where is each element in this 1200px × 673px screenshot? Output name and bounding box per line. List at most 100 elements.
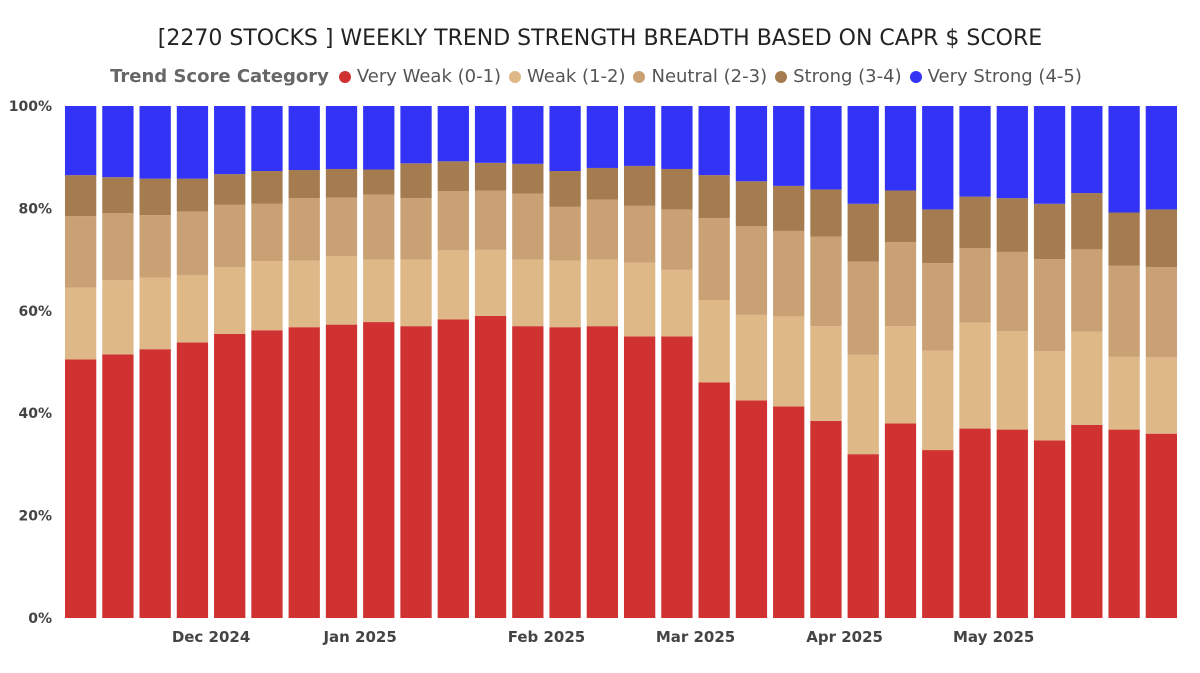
bar-segment-strong-3-4-15[interactable] xyxy=(623,165,656,206)
bar-segment-very-strong-4-5-5[interactable] xyxy=(251,106,283,172)
bar-segment-weak-1-2-0[interactable] xyxy=(64,287,97,360)
bar-segment-weak-1-2-17[interactable] xyxy=(698,300,730,383)
bar-segment-strong-3-4-9[interactable] xyxy=(400,163,432,199)
bar-segment-weak-1-2-5[interactable] xyxy=(251,261,283,331)
bar-segment-neutral-2-3-7[interactable] xyxy=(325,197,358,257)
bar-segment-neutral-2-3-2[interactable] xyxy=(139,215,171,278)
bar-segment-weak-1-2-11[interactable] xyxy=(474,249,507,316)
bar-segment-very-weak-0-1-4[interactable] xyxy=(214,333,246,618)
bar-segment-very-strong-4-5-26[interactable] xyxy=(1033,106,1066,204)
bar-segment-strong-3-4-19[interactable] xyxy=(773,185,805,231)
bar-segment-strong-3-4-29[interactable] xyxy=(1145,209,1178,268)
bar-segment-very-strong-4-5-28[interactable] xyxy=(1108,106,1140,213)
bar-segment-neutral-2-3-5[interactable] xyxy=(251,203,283,262)
bar-segment-strong-3-4-3[interactable] xyxy=(176,178,209,212)
bar-segment-strong-3-4-25[interactable] xyxy=(996,198,1028,252)
bar-segment-very-strong-4-5-21[interactable] xyxy=(847,106,879,204)
bar-segment-strong-3-4-2[interactable] xyxy=(139,178,171,216)
bar-segment-neutral-2-3-26[interactable] xyxy=(1033,259,1066,352)
bar-segment-strong-3-4-17[interactable] xyxy=(698,175,730,219)
bar-segment-very-weak-0-1-11[interactable] xyxy=(474,315,507,618)
bar-segment-very-weak-0-1-21[interactable] xyxy=(847,454,879,618)
bar-segment-neutral-2-3-11[interactable] xyxy=(474,190,507,250)
bar-segment-very-weak-0-1-25[interactable] xyxy=(996,429,1028,618)
legend-item-very-strong[interactable]: Very Strong (4-5) xyxy=(909,66,1082,87)
bar-segment-neutral-2-3-23[interactable] xyxy=(922,263,954,351)
bar-segment-very-weak-0-1-22[interactable] xyxy=(884,423,917,618)
bar-segment-weak-1-2-18[interactable] xyxy=(735,314,768,401)
bar-segment-very-strong-4-5-6[interactable] xyxy=(288,106,320,170)
bar-segment-very-strong-4-5-16[interactable] xyxy=(661,106,693,169)
bar-segment-very-weak-0-1-12[interactable] xyxy=(512,326,544,618)
bar-segment-weak-1-2-9[interactable] xyxy=(400,259,432,327)
bar-segment-neutral-2-3-18[interactable] xyxy=(735,226,768,315)
bar-segment-strong-3-4-16[interactable] xyxy=(661,168,693,210)
bar-segment-neutral-2-3-9[interactable] xyxy=(400,198,432,260)
bar-segment-strong-3-4-13[interactable] xyxy=(549,171,581,207)
bar-segment-weak-1-2-29[interactable] xyxy=(1145,357,1178,434)
bar-segment-very-strong-4-5-13[interactable] xyxy=(549,106,581,172)
bar-segment-strong-3-4-6[interactable] xyxy=(288,170,320,199)
bar-segment-very-strong-4-5-12[interactable] xyxy=(512,106,544,164)
bar-segment-very-strong-4-5-22[interactable] xyxy=(884,106,917,191)
bar-segment-very-strong-4-5-2[interactable] xyxy=(139,106,171,179)
bar-segment-neutral-2-3-19[interactable] xyxy=(773,230,805,317)
bar-segment-strong-3-4-12[interactable] xyxy=(512,163,544,194)
bar-segment-neutral-2-3-8[interactable] xyxy=(363,194,395,260)
bar-segment-strong-3-4-8[interactable] xyxy=(363,169,395,195)
bar-segment-weak-1-2-14[interactable] xyxy=(586,259,619,327)
bar-segment-strong-3-4-23[interactable] xyxy=(922,209,954,264)
bar-segment-strong-3-4-27[interactable] xyxy=(1071,193,1103,250)
bar-segment-neutral-2-3-12[interactable] xyxy=(512,193,544,260)
bar-segment-very-weak-0-1-20[interactable] xyxy=(810,420,842,618)
bar-segment-very-weak-0-1-14[interactable] xyxy=(586,326,619,618)
bar-segment-very-weak-0-1-24[interactable] xyxy=(959,428,991,618)
bar-segment-strong-3-4-22[interactable] xyxy=(884,190,917,243)
bar-segment-weak-1-2-26[interactable] xyxy=(1033,351,1066,441)
bar-segment-very-strong-4-5-8[interactable] xyxy=(363,106,395,170)
bar-segment-strong-3-4-24[interactable] xyxy=(959,196,991,249)
bar-segment-neutral-2-3-13[interactable] xyxy=(549,206,581,261)
bar-segment-very-weak-0-1-10[interactable] xyxy=(437,319,469,619)
bar-segment-strong-3-4-0[interactable] xyxy=(64,175,97,217)
bar-segment-weak-1-2-12[interactable] xyxy=(512,259,544,327)
bar-segment-neutral-2-3-15[interactable] xyxy=(623,205,656,263)
bar-segment-neutral-2-3-3[interactable] xyxy=(176,211,209,275)
bar-segment-weak-1-2-3[interactable] xyxy=(176,274,209,343)
bar-segment-neutral-2-3-29[interactable] xyxy=(1145,267,1178,358)
bar-segment-strong-3-4-26[interactable] xyxy=(1033,203,1066,260)
bar-segment-weak-1-2-1[interactable] xyxy=(102,280,134,355)
bar-segment-strong-3-4-20[interactable] xyxy=(810,189,842,237)
bar-segment-weak-1-2-13[interactable] xyxy=(549,260,581,328)
bar-segment-neutral-2-3-20[interactable] xyxy=(810,236,842,327)
bar-segment-very-weak-0-1-27[interactable] xyxy=(1071,424,1103,618)
bar-segment-very-weak-0-1-13[interactable] xyxy=(549,327,581,618)
bar-segment-very-strong-4-5-24[interactable] xyxy=(959,106,991,197)
bar-segment-very-weak-0-1-8[interactable] xyxy=(363,322,395,618)
bar-segment-strong-3-4-10[interactable] xyxy=(437,161,469,191)
bar-segment-weak-1-2-21[interactable] xyxy=(847,354,879,455)
bar-segment-very-weak-0-1-2[interactable] xyxy=(139,349,171,618)
bar-segment-neutral-2-3-28[interactable] xyxy=(1108,265,1140,357)
bar-segment-very-strong-4-5-20[interactable] xyxy=(810,106,842,190)
bar-segment-neutral-2-3-1[interactable] xyxy=(102,213,134,281)
bar-segment-very-weak-0-1-19[interactable] xyxy=(773,406,805,618)
legend-item-weak[interactable]: Weak (1-2) xyxy=(509,66,625,87)
bar-segment-very-strong-4-5-7[interactable] xyxy=(325,106,358,169)
bar-segment-very-strong-4-5-3[interactable] xyxy=(176,106,209,179)
bar-segment-weak-1-2-27[interactable] xyxy=(1071,331,1103,425)
bar-segment-very-strong-4-5-23[interactable] xyxy=(922,106,954,210)
bar-segment-weak-1-2-16[interactable] xyxy=(661,269,693,337)
bar-segment-very-weak-0-1-3[interactable] xyxy=(176,342,209,618)
bar-segment-very-weak-0-1-6[interactable] xyxy=(288,327,320,618)
bar-segment-very-strong-4-5-18[interactable] xyxy=(735,106,768,182)
bar-segment-very-weak-0-1-5[interactable] xyxy=(251,330,283,618)
bar-segment-weak-1-2-24[interactable] xyxy=(959,322,991,429)
bar-segment-very-strong-4-5-25[interactable] xyxy=(996,106,1028,199)
bar-segment-neutral-2-3-4[interactable] xyxy=(214,204,246,268)
bar-segment-very-strong-4-5-0[interactable] xyxy=(64,106,97,176)
bar-segment-neutral-2-3-0[interactable] xyxy=(64,216,97,288)
bar-segment-strong-3-4-14[interactable] xyxy=(586,167,619,200)
bar-segment-very-strong-4-5-14[interactable] xyxy=(586,106,619,168)
bar-segment-very-weak-0-1-1[interactable] xyxy=(102,354,134,618)
